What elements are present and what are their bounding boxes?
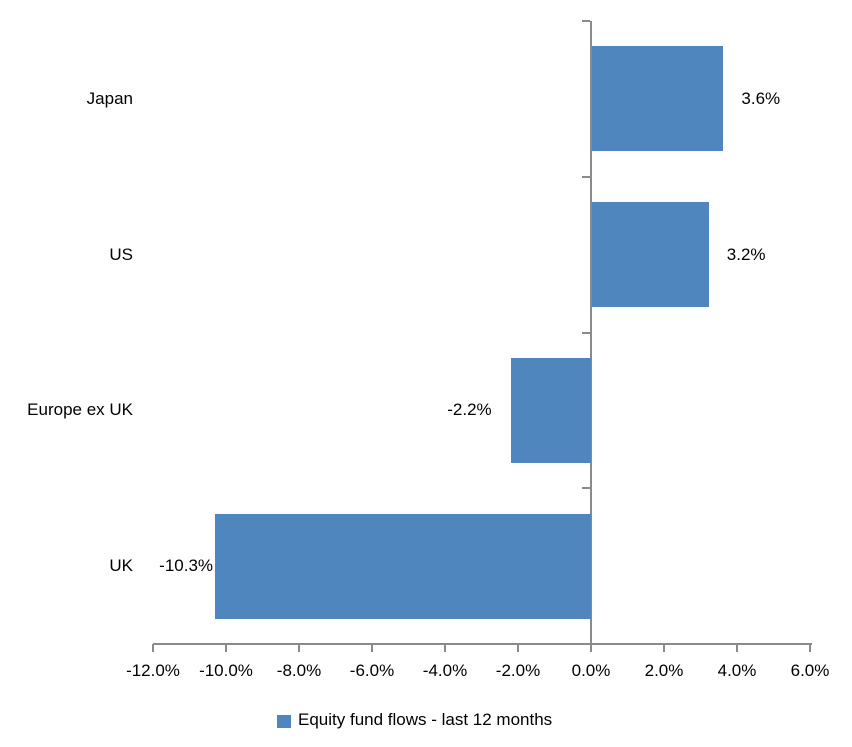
bar-us	[592, 202, 709, 308]
category-label-uk: UK	[109, 556, 133, 576]
x-axis-tick	[371, 644, 373, 652]
legend: Equity fund flows - last 12 months	[277, 708, 552, 732]
x-axis-tick	[225, 644, 227, 652]
category-label-japan: Japan	[86, 88, 133, 108]
category-label-us: US	[109, 244, 133, 264]
x-axis-tick	[298, 644, 300, 652]
x-tick-label: -6.0%	[349, 661, 395, 680]
y-axis-tick	[582, 20, 590, 22]
value-label-europe-ex-uk: -2.2%	[447, 400, 492, 420]
y-axis-tick	[582, 331, 590, 334]
x-axis-tick	[517, 644, 519, 652]
x-tick-label: 6.0%	[790, 661, 830, 680]
x-tick-label: -2.0%	[495, 661, 541, 680]
x-tick-label: 0.0%	[571, 661, 611, 680]
x-tick-label: -10.0%	[199, 661, 253, 680]
x-tick-label: -4.0%	[422, 661, 468, 680]
x-axis-tick	[444, 644, 446, 652]
x-axis-tick	[590, 644, 592, 652]
bar-uk	[215, 513, 591, 619]
x-axis-tick	[663, 644, 665, 652]
x-tick-label: -8.0%	[276, 661, 322, 680]
y-axis-tick	[582, 175, 590, 178]
y-axis-line	[590, 21, 592, 645]
y-axis-tick	[582, 487, 590, 490]
bar-japan	[592, 46, 724, 152]
x-tick-label: -12.0%	[126, 661, 180, 680]
x-tick-label: 4.0%	[717, 661, 757, 680]
value-label-japan: 3.6%	[741, 88, 781, 108]
x-tick-label: 2.0%	[644, 661, 684, 680]
category-label-europe-ex-uk: Europe ex UK	[27, 400, 133, 420]
value-label-us: 3.2%	[726, 244, 766, 264]
legend-label: Equity fund flows - last 12 months	[298, 710, 553, 729]
legend-swatch	[277, 715, 291, 728]
x-axis-line	[153, 643, 812, 645]
value-label-uk: -10.3%	[159, 556, 214, 576]
x-axis-tick	[152, 644, 154, 652]
x-axis-tick	[736, 644, 738, 652]
bar-europe-ex-uk	[510, 357, 591, 463]
x-axis-tick	[809, 644, 811, 652]
